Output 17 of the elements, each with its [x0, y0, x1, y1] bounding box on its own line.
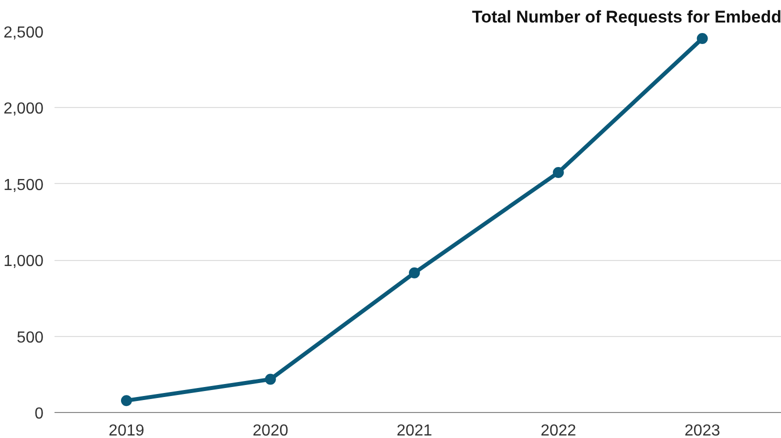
y-tick-label: 1,000: [3, 253, 44, 270]
x-tick-label: 2019: [108, 422, 144, 438]
point: [552, 166, 564, 178]
x-tick-label: 2023: [684, 422, 720, 438]
x-tick-label: 2022: [540, 422, 576, 438]
point: [264, 374, 276, 385]
point: [696, 33, 708, 44]
point: [120, 395, 132, 406]
x-tick-label: 2020: [252, 422, 288, 438]
x-tick-label: 2021: [396, 422, 432, 438]
chart-title: Total Number of Requests for Embedd: [472, 8, 781, 26]
y-tick-label: 500: [16, 329, 44, 346]
y-tick-label: 0: [34, 406, 44, 422]
point: [408, 267, 420, 278]
y-tick-label: 1,500: [3, 176, 44, 194]
y-tick-label: 2,000: [3, 100, 44, 118]
y-tick-label: 2,500: [3, 24, 44, 42]
